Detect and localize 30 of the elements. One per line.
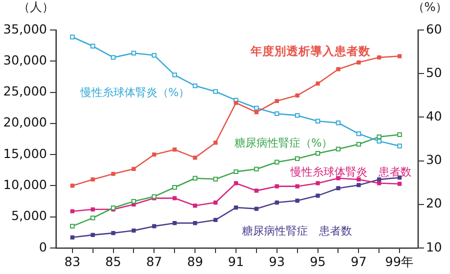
y-tick-label: 20,000 — [3, 114, 48, 130]
y-tick-label: 5,000 — [11, 208, 48, 224]
y-tick-label: 0 — [39, 239, 48, 254]
series-label: 慢性糸球体腎炎（%） — [79, 86, 190, 100]
x-tick-label: 97 — [350, 254, 367, 269]
y-tick-label: 10,000 — [3, 176, 48, 192]
y2-tick-label: 10 — [426, 239, 442, 254]
x-tick-label: 87 — [146, 254, 162, 269]
y-tick-label: 30,000 — [3, 52, 48, 68]
y2-tick-label: 60 — [426, 21, 442, 36]
x-tick-label: 83 — [64, 254, 80, 269]
series-label: 糖尿病性腎症 患者数 — [242, 224, 352, 238]
y-axis-title: （人） — [18, 0, 54, 14]
x-tick-label: 95 — [310, 254, 326, 269]
x-tick-label: 89 — [187, 254, 204, 269]
x-tick-label: 85 — [105, 254, 122, 269]
y-tick-label: 35,000 — [3, 21, 48, 36]
series-label: 慢性糸球体腎炎 患者数 — [290, 165, 412, 178]
x-tick-label: 93 — [268, 254, 285, 269]
x-tick-label: 99年 — [385, 254, 414, 269]
y2-tick-label: 50 — [426, 64, 442, 80]
x-tick-label: 91 — [228, 254, 244, 269]
y2-tick-label: 40 — [426, 108, 442, 124]
y-tick-label: 15,000 — [3, 146, 48, 161]
y2-axis-title: （%） — [412, 0, 448, 14]
series-label: 糖尿病性腎症（%） — [234, 136, 333, 150]
y2-tick-label: 20 — [426, 196, 442, 211]
series-label: 年度別透析導入患者数 — [250, 44, 372, 58]
y-tick-label: 25,000 — [3, 84, 48, 99]
y2-tick-label: 30 — [426, 152, 442, 168]
